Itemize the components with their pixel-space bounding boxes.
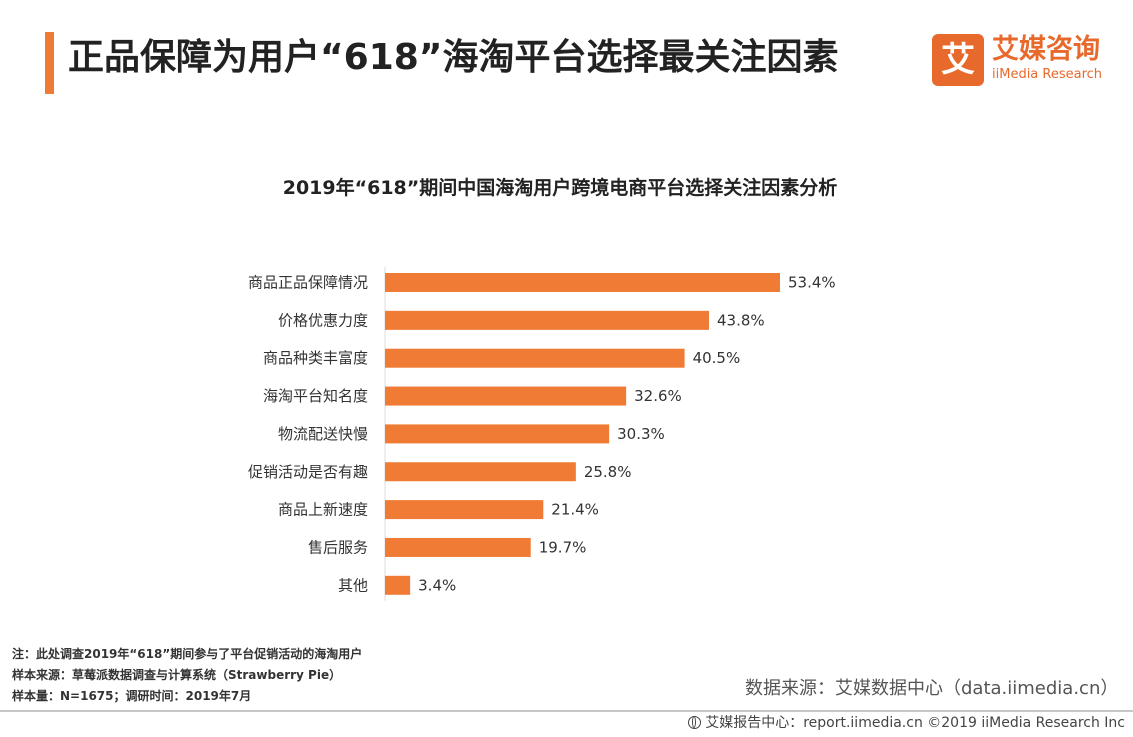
value-label: 32.6%	[634, 387, 682, 405]
bar	[385, 386, 627, 406]
category-label: 海淘平台知名度	[263, 387, 368, 405]
note-sample-size: 样本量：N=1675；调研时间：2019年7月	[12, 689, 252, 703]
value-label: 43.8%	[717, 311, 765, 329]
page-title: 正品保障为用户“618”海淘平台选择最关注因素	[68, 37, 839, 78]
value-label: 53.4%	[788, 274, 836, 292]
category-label: 商品正品保障情况	[248, 274, 368, 292]
bar	[385, 273, 780, 292]
notes: 注：此处调查2019年“618”期间参与了平台促销活动的海淘用户 样本来源：草莓…	[12, 644, 362, 707]
category-label: 促销活动是否有趣	[248, 463, 368, 481]
bar	[385, 575, 411, 595]
bar	[385, 462, 576, 482]
bar	[385, 500, 544, 520]
category-label: 商品上新速度	[278, 501, 368, 519]
note-survey-scope: 注：此处调查2019年“618”期间参与了平台促销活动的海淘用户	[12, 647, 363, 661]
category-label: 商品种类丰富度	[263, 349, 368, 367]
data-source: 数据来源：艾媒数据中心（data.iimedia.cn）	[745, 678, 1119, 699]
logo-mark-icon: 艾	[932, 34, 984, 86]
value-label: 3.4%	[418, 576, 456, 594]
bar	[385, 537, 531, 557]
globe-icon	[688, 716, 702, 729]
logo-name-cn: 艾媒咨询	[992, 34, 1100, 65]
category-label: 售后服务	[308, 538, 368, 556]
footer-divider	[0, 710, 1133, 712]
value-label: 40.5%	[693, 349, 741, 367]
bar	[385, 310, 709, 330]
category-label: 物流配送快慢	[278, 425, 368, 443]
footer: 艾媒报告中心：report.iimedia.cn ©2019 iiMedia R…	[688, 713, 1125, 733]
brand-logo: 艾 艾媒咨询 iiMedia Research	[932, 34, 1122, 86]
logo-name-en: iiMedia Research	[992, 67, 1103, 82]
value-label: 25.8%	[584, 463, 632, 481]
footer-text: 艾媒报告中心：report.iimedia.cn ©2019 iiMedia R…	[705, 715, 1125, 731]
value-label: 21.4%	[551, 501, 599, 519]
value-label: 30.3%	[617, 425, 665, 443]
note-sample-source: 样本来源：草莓派数据调查与计算系统（Strawberry Pie）	[12, 668, 342, 682]
category-label: 价格优惠力度	[278, 311, 368, 329]
chart-title: 2019年“618”期间中国海淘用户跨境电商平台选择关注因素分析	[282, 177, 838, 199]
bar	[385, 348, 685, 368]
title-accent-bar	[45, 32, 54, 94]
value-label: 19.7%	[539, 538, 587, 556]
bar	[385, 424, 610, 444]
category-label: 其他	[338, 576, 368, 594]
